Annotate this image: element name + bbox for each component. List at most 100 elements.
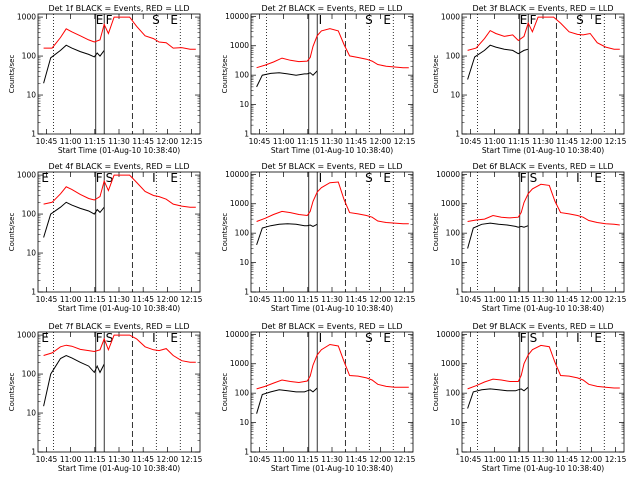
y-tick-label: 10000 xyxy=(436,170,460,179)
x-tick-label: 11:45 xyxy=(132,295,154,304)
y-axis-label: Counts/sec xyxy=(432,373,440,412)
x-axis-label: Start Time (01-Aug-10 10:38:40) xyxy=(58,146,180,155)
x-tick-label: 12:00 xyxy=(370,295,392,304)
series-line-lld xyxy=(43,16,196,50)
x-axis-label: Start Time (01-Aug-10 10:38:40) xyxy=(271,464,393,473)
x-tick-label: 11:00 xyxy=(484,295,506,304)
y-tick-label: 10 xyxy=(450,258,460,267)
x-tick-label: 11:15 xyxy=(508,455,530,464)
y-tick-label: 1 xyxy=(455,288,460,297)
event-marker-label: E xyxy=(170,331,178,345)
x-tick-label: 12:15 xyxy=(181,295,203,304)
y-axis-label: Counts/sec xyxy=(8,55,16,94)
y-tick-label: 10 xyxy=(239,418,249,427)
y-tick-label: 1000 xyxy=(17,171,36,180)
x-tick-label: 12:15 xyxy=(394,455,416,464)
y-tick-label: 1 xyxy=(244,448,249,457)
series-line-events xyxy=(467,222,529,249)
y-tick-label: 1000 xyxy=(230,199,249,208)
x-tick-label: 12:15 xyxy=(605,455,627,464)
y-tick-label: 10 xyxy=(450,418,460,427)
event-marker-label: E xyxy=(170,13,178,27)
y-axis-label: Counts/sec xyxy=(221,55,229,94)
x-tick-label: 11:00 xyxy=(273,137,295,146)
x-axis-label: Start Time (01-Aug-10 10:38:40) xyxy=(58,304,180,313)
chart-title: Det 2f BLACK = Events, RED = LLD xyxy=(261,4,402,13)
event-marker-label: S xyxy=(106,331,114,345)
chart-panel-1: Det 1f BLACK = Events, RED = LLD 1 10 100 10… xyxy=(8,4,203,155)
x-tick-label: 12:15 xyxy=(605,137,627,146)
event-marker-label: S xyxy=(106,171,114,185)
event-marker-label: S xyxy=(530,331,538,345)
y-tick-label: 10 xyxy=(26,91,36,100)
x-tick-label: 11:45 xyxy=(345,295,367,304)
y-tick-label: 10000 xyxy=(225,12,249,21)
x-tick-label: 11:15 xyxy=(84,455,106,464)
y-tick-label: 100 xyxy=(235,71,250,80)
series-line-lld xyxy=(43,334,196,363)
x-tick-label: 10:45 xyxy=(249,455,271,464)
x-tick-label: 11:30 xyxy=(108,295,130,304)
x-axis-label: Start Time (01-Aug-10 10:38:40) xyxy=(58,464,180,473)
x-tick-label: 12:15 xyxy=(394,295,416,304)
y-tick-label: 100 xyxy=(235,229,250,238)
x-axis-label: Start Time (01-Aug-10 10:38:40) xyxy=(271,146,393,155)
x-tick-label: 10:45 xyxy=(249,295,271,304)
event-marker-label: I xyxy=(152,171,156,185)
plot-frame xyxy=(37,13,201,135)
x-tick-label: 11:00 xyxy=(60,455,82,464)
event-marker-label: S xyxy=(152,13,160,27)
y-tick-label: 10 xyxy=(26,249,36,258)
x-axis-label: Start Time (01-Aug-10 10:38:40) xyxy=(271,304,393,313)
event-marker-label: I xyxy=(576,331,580,345)
y-tick-label: 100 xyxy=(446,389,461,398)
y-tick-label: 1000 xyxy=(441,359,460,368)
x-tick-label: 11:30 xyxy=(532,455,554,464)
y-axis-label: Counts/sec xyxy=(432,55,440,94)
chart-title: Det 4f BLACK = Events, RED = LLD xyxy=(48,162,189,171)
x-tick-label: 10:45 xyxy=(249,137,271,146)
x-tick-label: 11:45 xyxy=(132,137,154,146)
y-tick-label: 1000 xyxy=(17,331,36,340)
series-line-events xyxy=(256,223,318,246)
chart-title: Det 9f BLACK = Events, RED = LLD xyxy=(472,322,613,331)
event-marker-label: F xyxy=(106,13,113,27)
x-tick-label: 11:45 xyxy=(556,455,578,464)
y-tick-label: 100 xyxy=(446,229,461,238)
x-tick-label: 11:00 xyxy=(484,137,506,146)
plot-frame xyxy=(461,13,625,135)
event-marker-label: E xyxy=(383,171,391,185)
event-marker-label: E xyxy=(41,171,49,185)
y-tick-label: 1 xyxy=(31,448,36,457)
x-tick-label: 11:00 xyxy=(273,295,295,304)
event-marker-label: I xyxy=(319,331,323,345)
y-axis-label: Counts/sec xyxy=(8,213,16,252)
y-tick-label: 10 xyxy=(239,258,249,267)
y-tick-label: 1000 xyxy=(230,359,249,368)
x-tick-label: 12:00 xyxy=(581,295,603,304)
y-axis-label: Counts/sec xyxy=(8,373,16,412)
chart-panel-6: Det 6f BLACK = Events, RED = LLD 1 10 100 10… xyxy=(432,162,627,313)
x-tick-label: 11:00 xyxy=(273,455,295,464)
x-tick-label: 10:45 xyxy=(460,295,482,304)
event-marker-label: I xyxy=(319,171,323,185)
x-tick-label: 11:30 xyxy=(532,295,554,304)
event-marker-label: E xyxy=(594,13,602,27)
series-line-events xyxy=(256,70,318,88)
x-tick-label: 11:15 xyxy=(84,137,106,146)
x-tick-label: 11:30 xyxy=(108,137,130,146)
x-tick-label: 11:45 xyxy=(556,295,578,304)
x-tick-label: 12:00 xyxy=(157,295,179,304)
event-marker-label: I xyxy=(319,13,323,27)
event-marker-label: E xyxy=(594,171,602,185)
y-tick-label: 1 xyxy=(31,130,36,139)
x-tick-label: 11:15 xyxy=(508,137,530,146)
x-axis-label: Start Time (01-Aug-10 10:38:40) xyxy=(482,146,604,155)
x-tick-label: 10:45 xyxy=(460,137,482,146)
chart-panel-9: Det 9f BLACK = Events, RED = LLD 1 10 100 10… xyxy=(432,322,627,473)
chart-panel-2: Det 2f BLACK = Events, RED = LLD 1 10 100 10… xyxy=(221,4,416,155)
y-tick-label: 10 xyxy=(26,409,36,418)
event-marker-label: E xyxy=(383,331,391,345)
x-tick-label: 11:00 xyxy=(60,295,82,304)
y-tick-label: 10 xyxy=(450,91,460,100)
